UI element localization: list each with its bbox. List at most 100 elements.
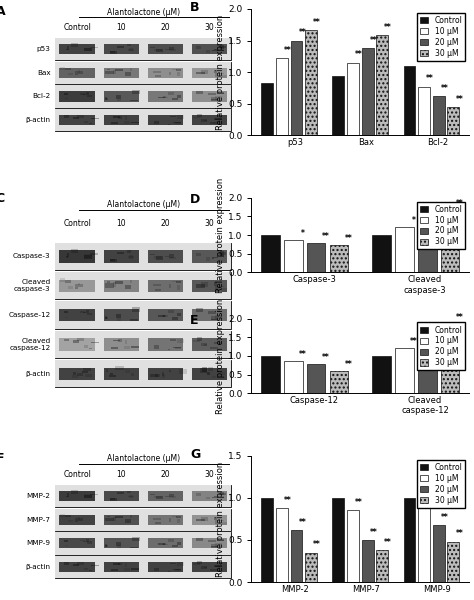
Text: **: ** (355, 497, 363, 506)
Bar (105, 283, 114, 287)
Bar (169, 254, 174, 258)
Bar (80, 311, 85, 313)
Bar (55, 62, 231, 84)
Bar (155, 374, 160, 377)
Bar (173, 569, 181, 570)
Bar (65, 68, 71, 70)
Y-axis label: Relative protein expression: Relative protein expression (216, 178, 225, 293)
Bar (78, 283, 81, 286)
Bar (153, 284, 161, 286)
Bar (362, 48, 374, 135)
Bar (68, 286, 73, 289)
Text: **: ** (299, 28, 306, 37)
Bar (147, 280, 183, 292)
Bar (217, 286, 224, 287)
Bar (83, 311, 86, 313)
Bar (403, 498, 415, 582)
Bar (147, 250, 183, 263)
Text: MMP-2: MMP-2 (27, 493, 51, 499)
Bar (115, 367, 124, 370)
Text: Alantolactone (μM): Alantolactone (μM) (107, 200, 180, 209)
Text: D: D (191, 193, 201, 206)
Bar (55, 509, 231, 531)
Bar (163, 314, 166, 317)
Bar (169, 496, 176, 498)
Bar (118, 563, 122, 565)
Bar (191, 491, 227, 501)
Bar (214, 118, 222, 120)
Bar (107, 281, 110, 283)
Text: **: ** (384, 23, 392, 32)
Bar (217, 520, 224, 521)
Bar (201, 368, 207, 373)
Bar (403, 66, 415, 135)
Bar (78, 517, 81, 520)
Bar (143, 85, 187, 107)
Bar (217, 538, 220, 541)
Bar (131, 568, 139, 570)
Bar (215, 96, 221, 100)
Bar (172, 545, 178, 547)
Bar (176, 515, 181, 518)
Bar (132, 537, 139, 541)
Bar (99, 109, 143, 131)
Bar (59, 491, 95, 501)
Bar (208, 372, 210, 374)
Bar (55, 243, 99, 270)
Bar (99, 301, 143, 329)
Bar (201, 517, 208, 521)
Bar (59, 538, 95, 548)
Bar (219, 252, 226, 255)
Bar (169, 257, 176, 259)
Bar (105, 71, 114, 74)
Bar (128, 256, 134, 258)
Text: **: ** (426, 74, 434, 83)
Bar (177, 520, 180, 523)
Bar (77, 562, 84, 565)
Text: **: ** (456, 95, 463, 104)
Bar (91, 118, 99, 119)
Bar (191, 115, 227, 125)
Bar (118, 116, 122, 119)
Bar (158, 544, 164, 545)
Bar (65, 280, 71, 283)
Text: 10: 10 (116, 23, 126, 32)
Bar (125, 116, 127, 120)
Bar (170, 116, 176, 117)
Bar (55, 556, 231, 578)
Bar (124, 121, 129, 124)
Bar (187, 485, 231, 507)
Bar (362, 540, 374, 582)
Bar (150, 494, 155, 496)
Bar (172, 281, 177, 283)
Bar (103, 44, 139, 54)
Text: MMP-9: MMP-9 (27, 541, 51, 547)
Bar (169, 47, 174, 50)
Bar (211, 50, 214, 52)
Bar (67, 253, 69, 257)
Bar (214, 343, 222, 344)
Bar (153, 71, 161, 73)
Bar (147, 309, 183, 321)
Bar (447, 542, 459, 582)
Bar (117, 545, 121, 548)
Bar (60, 514, 65, 517)
Bar (191, 562, 227, 572)
Bar (197, 114, 202, 117)
Bar (196, 46, 201, 49)
Bar (65, 98, 68, 99)
Bar (105, 98, 109, 100)
Bar (418, 505, 430, 582)
Bar (131, 346, 139, 348)
Bar (55, 301, 99, 329)
Bar (115, 281, 123, 284)
Bar (204, 344, 207, 346)
Bar (99, 272, 143, 299)
Bar (64, 311, 68, 313)
Bar (173, 122, 181, 123)
Text: C: C (0, 192, 5, 205)
Bar (177, 95, 181, 98)
Bar (64, 115, 69, 118)
Bar (91, 47, 98, 48)
Bar (215, 315, 221, 319)
